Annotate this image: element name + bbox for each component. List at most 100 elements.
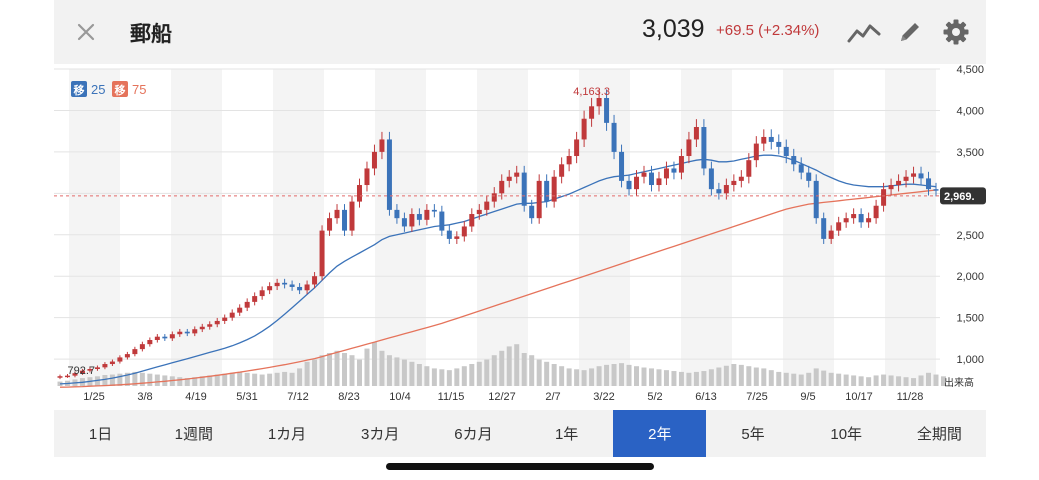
volume-bar xyxy=(933,374,939,386)
home-indicator[interactable] xyxy=(386,463,654,470)
candle xyxy=(851,214,857,219)
tab-1d[interactable]: 1日 xyxy=(88,426,113,443)
candle xyxy=(327,218,333,231)
settings-button[interactable] xyxy=(938,14,974,50)
volume-bar xyxy=(536,359,542,386)
candle xyxy=(297,286,303,291)
y-tick-label: 2,000 xyxy=(956,271,984,283)
tab-1m[interactable]: 1カ月 xyxy=(267,426,307,443)
volume-bar xyxy=(244,372,250,386)
close-button[interactable] xyxy=(68,14,104,50)
volume-bar xyxy=(551,364,557,386)
volume-bar xyxy=(768,370,774,386)
current-price-label: 2,969. xyxy=(944,191,975,203)
volume-bar xyxy=(731,364,737,386)
current-price-marker: 2,969. xyxy=(54,187,986,205)
candle xyxy=(896,180,902,186)
volume-bar xyxy=(499,350,505,386)
volume-bar xyxy=(663,370,669,386)
candle xyxy=(701,127,707,169)
volume-bar xyxy=(678,371,684,386)
candle xyxy=(289,284,295,287)
legend-badge-ma75-text: 移 xyxy=(115,83,126,97)
candle xyxy=(177,331,183,335)
candle xyxy=(514,172,520,177)
volume-bar xyxy=(132,371,138,386)
volume-bar xyxy=(821,370,827,386)
candle xyxy=(304,284,310,291)
candle xyxy=(169,334,175,339)
volume-bar xyxy=(926,372,932,386)
candle xyxy=(634,176,640,190)
chart-band xyxy=(375,69,426,386)
volume-bar xyxy=(738,364,744,386)
volume-bar xyxy=(192,377,198,386)
volume-bar xyxy=(619,363,625,386)
candle xyxy=(581,118,587,140)
candle xyxy=(926,178,932,190)
volume-bar xyxy=(207,375,213,386)
x-tick-label: 9/5 xyxy=(800,391,815,403)
volume-bar xyxy=(169,376,175,386)
candle xyxy=(199,326,205,330)
volume-bar xyxy=(686,372,692,386)
volume-bar xyxy=(798,374,804,386)
volume-bar xyxy=(424,366,430,386)
volume-bar xyxy=(394,357,400,386)
tab-5y[interactable]: 5年 xyxy=(741,426,765,443)
candle xyxy=(499,180,505,194)
tab-10y[interactable]: 10年 xyxy=(830,426,863,443)
candle xyxy=(222,317,228,321)
volume-bar xyxy=(454,368,460,386)
candle xyxy=(529,205,535,219)
tab-1w[interactable]: 1週間 xyxy=(174,426,213,443)
x-tick-label: 4/19 xyxy=(185,391,206,403)
x-tick-label: 8/23 xyxy=(338,391,359,403)
candle xyxy=(87,369,93,371)
volume-bar xyxy=(716,367,722,386)
volume-bar xyxy=(446,370,452,386)
x-tick-label: 6/13 xyxy=(695,391,716,403)
chart-band xyxy=(681,69,732,386)
candle xyxy=(648,172,654,186)
candle xyxy=(379,139,385,152)
volume-bar xyxy=(783,372,789,386)
candle xyxy=(259,290,265,297)
volume-bar xyxy=(634,366,640,386)
volume-bar xyxy=(866,377,872,386)
volume-bar xyxy=(94,376,100,386)
price-chart[interactable]: 4,5004,0003,5003,0002,5002,0001,5001,000… xyxy=(54,64,986,410)
candle xyxy=(641,172,647,177)
volume-bar xyxy=(297,368,303,386)
volume-bar xyxy=(836,373,842,386)
y-tick-label: 3,500 xyxy=(956,147,984,159)
volume-bar xyxy=(274,372,280,386)
volume-bar xyxy=(761,368,767,386)
y-tick-label: 1,000 xyxy=(956,354,984,366)
chart-type-button[interactable] xyxy=(846,14,882,50)
volume-bar xyxy=(581,370,587,386)
candle xyxy=(768,136,774,142)
tab-6m[interactable]: 6カ月 xyxy=(454,426,493,443)
ma75-line xyxy=(59,189,937,388)
tab-1y[interactable]: 1年 xyxy=(554,426,579,443)
candle xyxy=(409,214,415,227)
y-tick-label: 4,500 xyxy=(956,64,984,76)
candle xyxy=(237,307,243,313)
volume-bar xyxy=(514,344,520,386)
y-tick-label: 2,500 xyxy=(956,230,984,242)
y-tick-label: 4,000 xyxy=(956,105,984,117)
candle xyxy=(693,127,699,140)
tab-2y[interactable]: 2年 xyxy=(613,410,707,457)
current-price: 3,039 xyxy=(642,15,705,43)
volume-bar xyxy=(723,365,729,386)
candle xyxy=(282,282,288,285)
candle xyxy=(536,180,542,219)
volume-bar xyxy=(386,355,392,386)
draw-button[interactable] xyxy=(892,14,928,50)
volume-bar xyxy=(701,371,707,386)
volume-bar xyxy=(154,374,160,386)
tab-3m[interactable]: 3カ月 xyxy=(361,426,400,443)
tab-all[interactable]: 全期間 xyxy=(916,426,962,443)
volume-bar xyxy=(604,364,610,386)
